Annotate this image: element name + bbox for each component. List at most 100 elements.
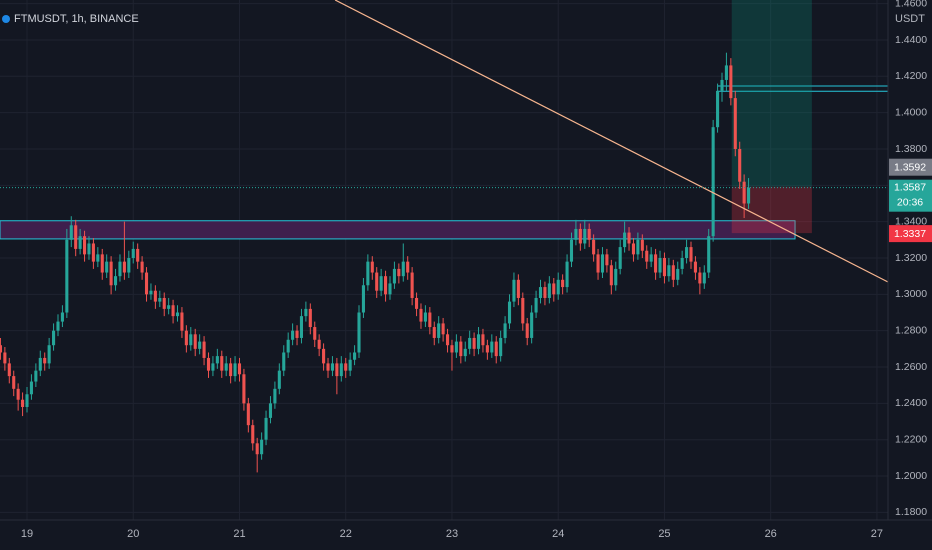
y-tick-label: 1.3400 — [895, 215, 927, 227]
candle-body — [295, 330, 299, 338]
symbol-icon — [2, 15, 10, 23]
candle-body — [56, 321, 60, 331]
candle-body — [640, 239, 644, 251]
candle-body — [353, 352, 357, 360]
candle-body — [503, 323, 507, 338]
candle-body — [69, 225, 73, 240]
candle-body — [357, 312, 361, 353]
candle-body — [0, 345, 2, 353]
candle-body — [445, 334, 450, 346]
x-tick-label: 23 — [446, 528, 458, 540]
candle-body — [317, 339, 321, 349]
y-tick-label: 1.2400 — [895, 397, 927, 409]
candle-body — [375, 272, 379, 291]
candle-body — [25, 394, 29, 407]
candle-body — [233, 363, 237, 377]
candle-body — [476, 334, 481, 349]
candle-body — [379, 276, 383, 291]
candle-body — [206, 357, 211, 371]
candle-body — [680, 258, 684, 269]
stop-label: 1.3337 — [894, 228, 926, 240]
position-target — [731, 0, 812, 187]
candle-body — [361, 285, 365, 313]
candle-body — [43, 357, 47, 364]
candle-body — [127, 258, 131, 273]
candle-body — [747, 187, 751, 204]
candle-body — [47, 345, 51, 364]
candle-body — [291, 330, 295, 340]
candle-body — [587, 228, 591, 240]
candle-body — [273, 388, 277, 404]
candle-body — [401, 261, 405, 277]
candle-body — [685, 247, 689, 259]
candle-body — [516, 279, 520, 298]
entry-label: 1.3592 — [894, 161, 926, 173]
candle-body — [415, 297, 419, 309]
candle-body — [83, 236, 87, 255]
candle-body — [91, 243, 95, 262]
x-tick-label: 20 — [127, 528, 139, 540]
candle-body — [180, 312, 184, 331]
candle-body — [65, 239, 69, 313]
candle-body — [60, 312, 64, 322]
candle-body — [388, 283, 392, 295]
y-tick-label: 1.2000 — [895, 470, 927, 482]
candle-body — [158, 297, 162, 302]
candle-body — [645, 250, 649, 262]
candle-body — [693, 261, 697, 273]
candle-body — [78, 236, 82, 249]
candle-body — [654, 254, 658, 273]
candle-body — [406, 261, 410, 273]
x-tick-label: 27 — [871, 528, 883, 540]
candle-body — [552, 283, 556, 295]
candles — [0, 52, 751, 473]
candle-body — [255, 443, 259, 455]
candle-body — [707, 236, 711, 273]
candle-body — [459, 341, 463, 357]
candle-body — [366, 261, 370, 286]
candle-body — [649, 254, 653, 262]
candle-body — [538, 287, 543, 298]
candle-body — [397, 268, 401, 277]
candle-body — [450, 345, 454, 353]
candle-body — [423, 312, 427, 322]
candle-body — [724, 65, 728, 80]
candle-body — [716, 90, 720, 128]
candle-body — [215, 356, 219, 364]
candle-body — [711, 127, 715, 237]
y-tick-label: 1.4600 — [895, 0, 927, 9]
candle-body — [171, 305, 175, 317]
entry-label-bg — [889, 158, 932, 176]
candle-body — [175, 312, 180, 317]
candle-body — [193, 334, 197, 349]
candle-body — [277, 370, 281, 389]
candle-body — [702, 272, 706, 284]
candle-body — [162, 297, 166, 309]
current-price-bg — [889, 179, 932, 212]
trendline — [334, 0, 889, 283]
x-tick-label: 24 — [552, 528, 564, 540]
candle-body — [720, 79, 724, 91]
candle-body — [631, 243, 636, 255]
candle-body — [507, 301, 512, 324]
y-tick-label: 1.4400 — [895, 34, 927, 46]
candle-body — [561, 279, 565, 288]
candle-body — [742, 181, 746, 204]
candle-body — [313, 327, 317, 340]
candle-body — [614, 268, 618, 286]
x-tick-label: 26 — [765, 528, 777, 540]
candle-body — [667, 265, 671, 277]
candle-body — [251, 425, 255, 444]
candle-body — [184, 330, 188, 346]
candle-body — [286, 339, 290, 353]
candle-body — [122, 261, 126, 273]
axes: 1.1800 1.2000 1.2200 1.2400 1.2600 1.2800 1.30… — [21, 0, 932, 540]
candle-body — [574, 228, 578, 240]
candle-body — [264, 417, 268, 440]
candle-body — [304, 308, 308, 317]
candle-body — [344, 363, 348, 371]
candle-body — [105, 261, 109, 273]
y-unit: USDT — [895, 13, 925, 25]
candle-body — [220, 356, 224, 371]
